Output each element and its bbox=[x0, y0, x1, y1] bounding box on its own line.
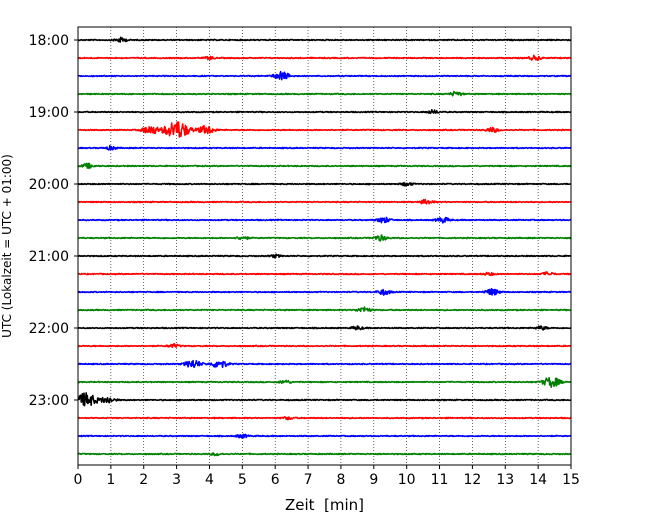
seismic-trace bbox=[77, 452, 572, 457]
seismic-trace bbox=[77, 287, 572, 296]
x-tick-label: 15 bbox=[562, 472, 580, 488]
y-tick-label: 19:00 bbox=[29, 105, 69, 121]
grid-layer bbox=[110, 27, 539, 465]
y-tick-label: 22:00 bbox=[29, 321, 69, 337]
x-tick-label: 6 bbox=[271, 472, 280, 488]
seismic-trace bbox=[77, 416, 572, 421]
x-tick-label: 9 bbox=[369, 472, 378, 488]
seismic-trace bbox=[77, 90, 572, 97]
x-tick-label: 0 bbox=[74, 472, 83, 488]
x-tick-label: 4 bbox=[205, 472, 214, 488]
seismic-trace bbox=[77, 359, 572, 369]
seismic-trace bbox=[77, 433, 572, 439]
x-tick-label: 2 bbox=[139, 472, 148, 488]
x-tick-label: 13 bbox=[496, 472, 514, 488]
seismic-trace bbox=[77, 325, 572, 331]
seismic-trace bbox=[77, 108, 572, 115]
seismic-trace bbox=[77, 306, 572, 313]
x-tick-label: 7 bbox=[304, 472, 313, 488]
x-axis-label: Zeit [min] bbox=[285, 496, 364, 514]
x-tick-label: 10 bbox=[398, 472, 416, 488]
x-tick-label: 11 bbox=[431, 472, 449, 488]
x-tick-label: 12 bbox=[463, 472, 481, 488]
seismic-trace bbox=[77, 54, 572, 62]
seismic-trace bbox=[77, 392, 572, 407]
x-tick-label: 14 bbox=[529, 472, 547, 488]
seismic-trace bbox=[77, 121, 572, 138]
x-tick-label: 8 bbox=[336, 472, 345, 488]
y-tick-label: 21:00 bbox=[29, 249, 69, 265]
x-tick-label: 5 bbox=[238, 472, 247, 488]
y-tick-label: 18:00 bbox=[29, 33, 69, 49]
seismic-trace bbox=[77, 70, 572, 81]
seismic-trace bbox=[77, 376, 572, 389]
seismic-trace bbox=[77, 162, 572, 170]
x-tick-label: 3 bbox=[172, 472, 181, 488]
seismic-trace bbox=[77, 271, 572, 277]
seismic-trace bbox=[77, 198, 572, 205]
seismic-trace bbox=[77, 253, 572, 259]
seismic-trace bbox=[77, 343, 572, 349]
y-tick-label: 23:00 bbox=[29, 393, 69, 409]
seismic-trace bbox=[77, 181, 572, 187]
seismic-trace bbox=[77, 216, 572, 224]
seismic-trace bbox=[77, 144, 572, 151]
y-axis-label: UTC (Lokalzeit = UTC + 01:00) bbox=[0, 154, 14, 338]
trace-layer bbox=[77, 36, 572, 457]
x-axis: 0 1 2 3 4 5 6 7 8 9 10 11 12 13 14 15 bbox=[74, 465, 580, 488]
y-axis: 18:00 19:00 20:00 21:00 22:00 23:00 bbox=[29, 33, 78, 409]
seismic-trace bbox=[77, 36, 572, 43]
x-tick-label: 1 bbox=[106, 472, 115, 488]
seismic-trace bbox=[77, 234, 572, 242]
plot-frame bbox=[77, 26, 572, 466]
y-tick-label: 20:00 bbox=[29, 177, 69, 193]
